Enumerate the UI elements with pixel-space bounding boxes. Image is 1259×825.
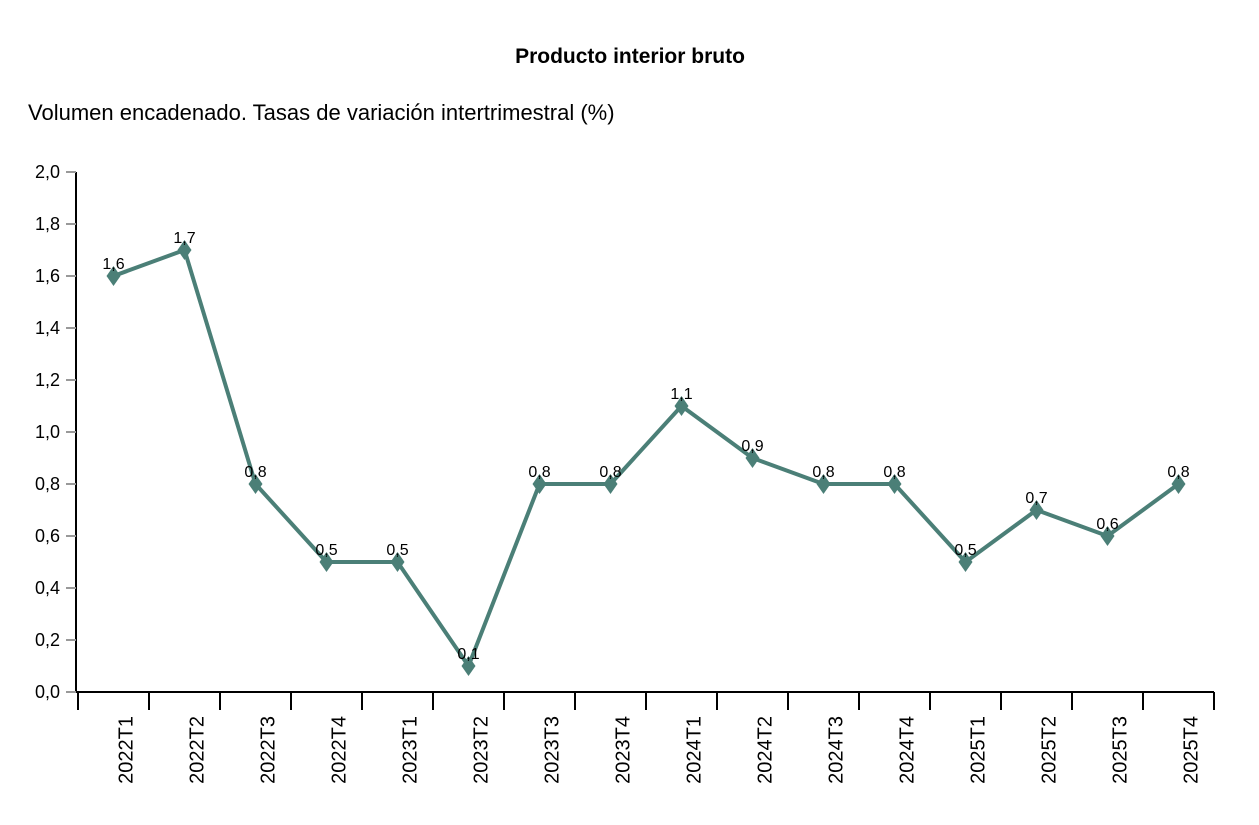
data-point-marker xyxy=(177,240,192,260)
data-label: 0,8 xyxy=(599,464,621,481)
data-point-marker xyxy=(958,552,973,572)
data-point-marker xyxy=(1029,500,1044,520)
x-tick-label: 2024T4 xyxy=(897,716,919,784)
y-tick-label: 2,0 xyxy=(35,162,60,182)
data-point-marker xyxy=(390,552,405,572)
x-tick-label: 2022T3 xyxy=(258,716,280,784)
data-point-marker xyxy=(887,474,902,494)
data-point-marker xyxy=(461,656,476,676)
data-label: 0,8 xyxy=(1167,464,1189,481)
x-tick-label: 2023T4 xyxy=(613,716,635,784)
x-tick-label: 2023T1 xyxy=(400,716,422,784)
y-axis: 0,0 0,2 0,4 0,6 0,8 1,0 1,2 1,4 1,6 1,8 2,0 xyxy=(35,162,77,702)
data-label: 0,6 xyxy=(1096,516,1118,533)
data-point-marker xyxy=(1171,474,1186,494)
data-label: 1,6 xyxy=(102,256,124,273)
data-label: 0,8 xyxy=(244,464,266,481)
x-tick-label: 2024T1 xyxy=(684,716,706,784)
x-tick-label: 2022T2 xyxy=(187,716,209,784)
data-point-marker xyxy=(745,448,760,468)
y-tick-label: 0,2 xyxy=(35,630,60,650)
x-tick-label: 2022T4 xyxy=(329,716,351,784)
x-axis: 2022T1 2022T2 2022T3 2022T4 2023T1 2023T2 2023… xyxy=(76,691,1215,784)
data-label: 0,8 xyxy=(812,464,834,481)
chart-title: Producto interior bruto xyxy=(515,45,745,68)
x-tick-label: 2024T2 xyxy=(755,716,777,784)
x-tick-label: 2023T2 xyxy=(471,716,493,784)
data-label: 0,5 xyxy=(315,542,337,559)
data-label: 1,1 xyxy=(670,386,692,403)
y-tick-label: 0,0 xyxy=(35,682,60,702)
y-tick-label: 0,8 xyxy=(35,474,60,494)
y-tick-label: 0,6 xyxy=(35,526,60,546)
x-tick-label: 2022T1 xyxy=(116,716,138,784)
series-line xyxy=(112,248,1180,668)
data-label: 0,8 xyxy=(883,464,905,481)
data-point-marker xyxy=(603,474,618,494)
data-label: 0,8 xyxy=(528,464,550,481)
x-tick-label: 2023T3 xyxy=(542,716,564,784)
data-point-marker xyxy=(674,396,689,416)
series: 1,6 1,7 0,8 0,5 0,5 0,1 0,8 0,8 1,1 0,9 0,8 0,8 0,5 0… xyxy=(102,230,1190,676)
x-tick-label: 2025T2 xyxy=(1039,716,1061,784)
data-point-marker xyxy=(532,474,547,494)
y-tick-label: 1,2 xyxy=(35,370,60,390)
data-label: 1,7 xyxy=(173,230,195,247)
y-tick-label: 0,4 xyxy=(35,578,60,598)
data-label: 0,7 xyxy=(1025,490,1047,507)
data-point-marker xyxy=(248,474,263,494)
chart-subtitle: Volumen encadenado. Tasas de variación i… xyxy=(28,100,615,125)
data-point-marker xyxy=(106,266,121,286)
x-tick-label: 2025T4 xyxy=(1181,716,1203,784)
data-label: 0,5 xyxy=(386,542,408,559)
data-label: 0,9 xyxy=(741,438,763,455)
y-tick-label: 1,8 xyxy=(35,214,60,234)
y-tick-label: 1,4 xyxy=(35,318,60,338)
x-tick-label: 2025T1 xyxy=(968,716,990,784)
y-tick-label: 1,0 xyxy=(35,422,60,442)
data-label: 0,1 xyxy=(457,646,479,663)
x-tick-label: 2024T3 xyxy=(826,716,848,784)
data-point-marker xyxy=(1100,526,1115,546)
y-tick-label: 1,6 xyxy=(35,266,60,286)
data-point-marker xyxy=(816,474,831,494)
x-tick-label: 2025T3 xyxy=(1110,716,1132,784)
data-label: 0,5 xyxy=(954,542,976,559)
data-point-marker xyxy=(319,552,334,572)
